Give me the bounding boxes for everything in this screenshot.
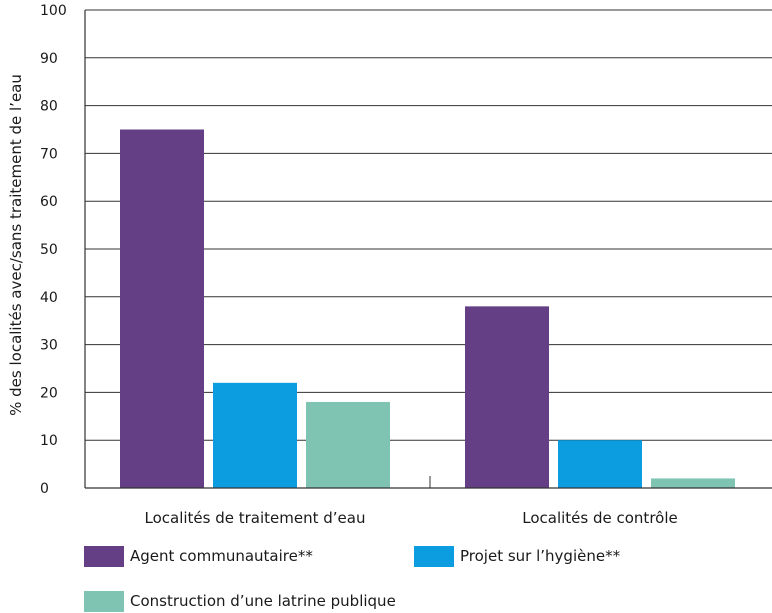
axes: [84, 10, 772, 489]
legend-swatch-hygiene: [414, 545, 454, 567]
y-tick-label: 80: [40, 99, 58, 115]
y-tick-label: 10: [40, 433, 58, 449]
category-labels: Localités de traitement d’eau Localités d…: [145, 509, 678, 527]
legend-label-latrine: Construction d’une latrine publique: [130, 592, 396, 610]
legend: Agent communautaire** Projet sur l’hygiè…: [84, 544, 724, 613]
y-tick-label: 0: [40, 481, 49, 497]
y-tick-label: 100: [40, 3, 67, 19]
legend-label-hygiene: Projet sur l’hygiène**: [460, 547, 621, 565]
bars: [120, 129, 735, 488]
bar-3-1: [306, 401, 390, 488]
legend-item-latrine: Construction d’une latrine publique: [84, 589, 396, 613]
y-tick-label: 40: [40, 290, 58, 306]
y-tick-label: 70: [40, 146, 58, 162]
y-tick-label: 60: [40, 194, 58, 210]
bar-2-1: [213, 382, 297, 488]
y-tick-label: 30: [40, 338, 58, 354]
category-label: Localités de contrôle: [522, 509, 677, 527]
legend-label-agent: Agent communautaire**: [130, 547, 313, 565]
y-tick-labels: 0 10 20 30 40 50 60 70 80 90 100: [40, 3, 67, 497]
legend-swatch-latrine: [84, 590, 124, 612]
y-tick-label: 20: [40, 385, 58, 401]
y-tick-label: 50: [40, 242, 58, 258]
bar-3-2: [651, 478, 735, 488]
bar-1-2: [465, 306, 549, 488]
bar-1-1: [120, 129, 204, 488]
bar-2-2: [558, 440, 642, 488]
legend-swatch-agent: [84, 545, 124, 567]
y-tick-label: 90: [40, 51, 58, 67]
y-axis-label: % des localités avec/sans traitement de …: [7, 74, 25, 416]
legend-item-agent: Agent communautaire**: [84, 544, 313, 568]
category-label: Localités de traitement d’eau: [145, 509, 366, 527]
legend-item-hygiene: Projet sur l’hygiène**: [414, 544, 620, 568]
